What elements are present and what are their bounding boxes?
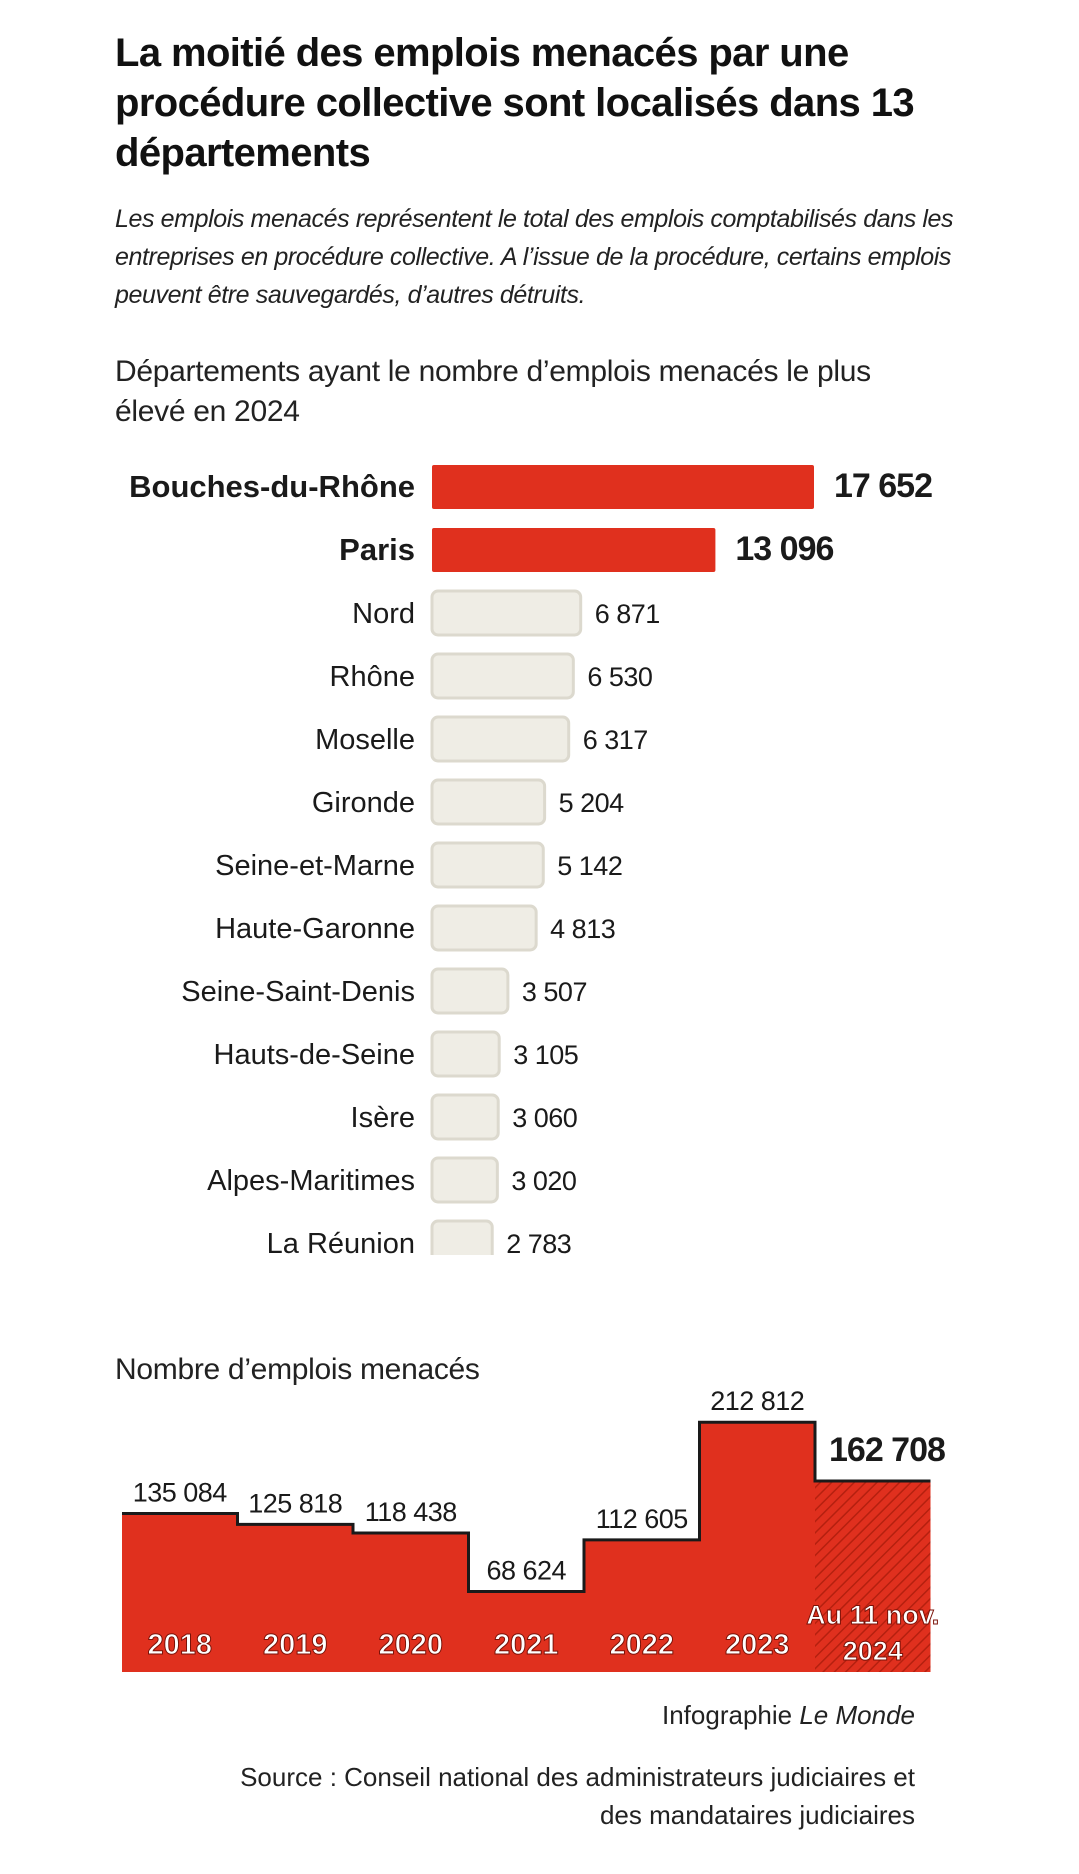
bar-value-label: 3 507 — [522, 977, 587, 1007]
bar-value-label: 6 530 — [587, 662, 652, 692]
step-value-label: 135 084 — [133, 1477, 228, 1507]
step-year-label: 2019 — [263, 1629, 328, 1661]
bar-value-label: 6 317 — [583, 725, 648, 755]
step-value-label: 125 818 — [248, 1488, 342, 1518]
bar — [430, 1219, 494, 1255]
bar — [430, 1030, 501, 1078]
credit-prefix: Infographie — [662, 1700, 793, 1730]
bar — [430, 841, 545, 889]
step-year-label: 2018 — [147, 1629, 212, 1661]
bar-category-label: Gironde — [312, 787, 415, 819]
credit: Infographie Le Monde — [662, 1700, 915, 1731]
bar-category-label: Nord — [352, 598, 415, 630]
bar-category-label: Bouches-du-Rhône — [129, 469, 415, 504]
bar-value-label: 3 105 — [513, 1040, 578, 1070]
step-chart-label: Nombre d’emplois menacés — [115, 1353, 480, 1386]
step-outline — [122, 1420, 931, 1593]
source-note: Source : Conseil national des administra… — [240, 1762, 915, 1830]
step-year-label: 2020 — [378, 1629, 443, 1661]
bar-chart-label: Départements ayant le nombre d’emplois m… — [115, 355, 871, 428]
bar — [430, 652, 575, 700]
bar-category-label: Alpes-Maritimes — [207, 1165, 415, 1197]
bar — [432, 465, 814, 509]
bar-value-label: 6 871 — [595, 599, 660, 629]
bar-category-label: Moselle — [315, 724, 415, 756]
credit-brand: Le Monde — [799, 1700, 915, 1730]
step-value-label: 212 812 — [710, 1386, 804, 1416]
bar — [430, 589, 583, 637]
bar — [430, 967, 510, 1015]
step-value-label: 162 708 — [829, 1431, 945, 1469]
bar-value-label: 17 652 — [834, 467, 932, 505]
step-year-label: 2021 — [494, 1629, 559, 1661]
step-year-label: 2022 — [609, 1629, 674, 1661]
bar-value-label: 5 142 — [557, 851, 622, 881]
bar-value-label: 3 020 — [511, 1166, 576, 1196]
bar-value-label: 4 813 — [550, 914, 615, 944]
step-value-label: 112 605 — [596, 1504, 688, 1534]
bar-value-label: 13 096 — [735, 530, 833, 568]
bar-category-label: Isère — [351, 1102, 415, 1134]
bar-category-label: Rhône — [330, 661, 415, 693]
step-year-label: Au 11 nov. 2024 — [806, 1600, 939, 1666]
bar — [430, 715, 571, 763]
step-area-partial — [815, 1481, 931, 1672]
yearly-step-chart: 135 084 125 818 118 438 68 624 112 605 212 81… — [122, 1386, 946, 1672]
bar — [430, 1093, 500, 1141]
step-year-label: 2023 — [725, 1629, 790, 1661]
bar — [430, 904, 538, 952]
chart-title: La moitié des emplois menacés par une pr… — [115, 31, 915, 175]
bar-category-label: Seine-Saint-Denis — [181, 976, 415, 1008]
departments-bar-chart: Bouches-du-Rhône 17 652 Paris 13 096 Nord 6 8… — [129, 465, 933, 1255]
bar-category-label: Seine-et-Marne — [215, 850, 415, 882]
bar-category-label: La Réunion — [267, 1228, 415, 1255]
bar-category-label: Hauts-de-Seine — [214, 1039, 416, 1071]
bar-value-label: 3 060 — [512, 1103, 577, 1133]
bar-value-label: 2 783 — [506, 1229, 571, 1255]
bar — [430, 778, 547, 826]
bar-value-label: 5 204 — [559, 788, 625, 818]
step-value-label: 118 438 — [365, 1497, 457, 1527]
bar — [432, 528, 716, 572]
bar — [430, 1156, 499, 1204]
step-value-label: 68 624 — [486, 1555, 566, 1585]
bar-category-label: Paris — [339, 532, 415, 567]
bar-category-label: Haute-Garonne — [215, 913, 415, 945]
chart-subtitle: Les emplois menacés représentent le tota… — [115, 205, 954, 309]
